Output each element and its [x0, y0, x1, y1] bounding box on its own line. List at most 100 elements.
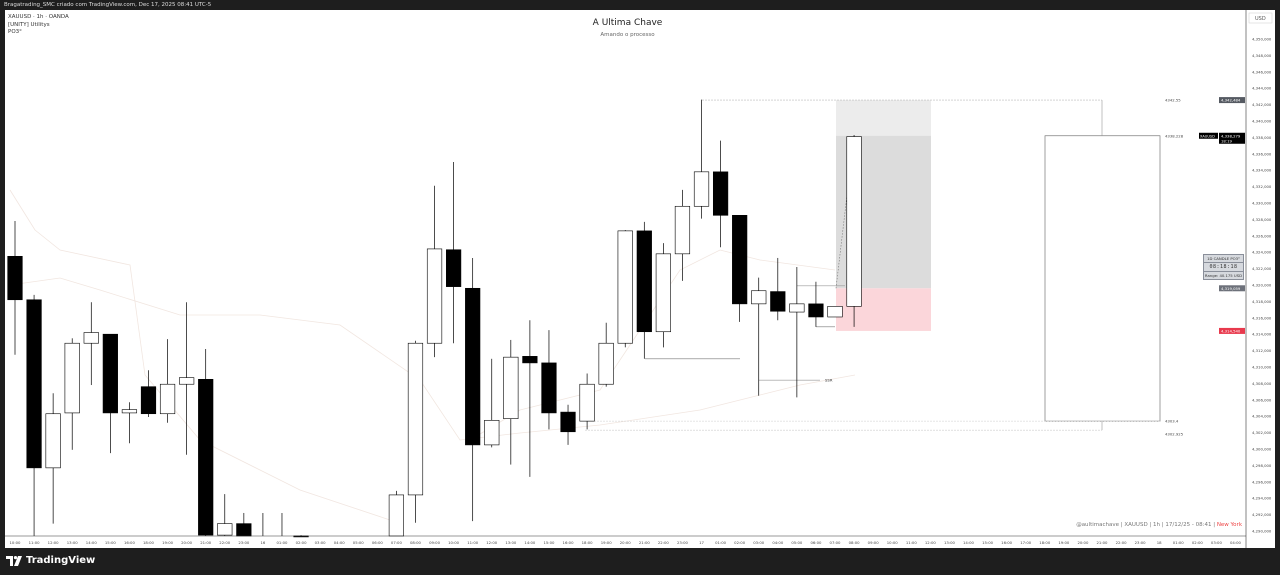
candle-bullish [159, 383, 176, 415]
price-tick-label: 4,296,000 [1252, 479, 1272, 484]
candle-bearish [140, 386, 157, 415]
watermark: @aultimachave | XAUUSD | 1h | 17/12/25 -… [1076, 522, 1242, 528]
price-tick-label: 4,344,000 [1252, 86, 1272, 91]
price-tick-label: 4,324,000 [1252, 250, 1272, 255]
candle-bullish [751, 290, 767, 305]
symbol-tag [1199, 132, 1218, 139]
candle-bullish [121, 409, 138, 414]
price-tick-label: 4,298,000 [1252, 463, 1272, 468]
infobox-countdown: 08:18:18 [1204, 263, 1243, 272]
brand-name: TradingView [26, 555, 96, 566]
time-tick-label: 10:00 [10, 540, 22, 545]
price-tick-label: 4,350,000 [1252, 37, 1272, 42]
candle-bullish [484, 419, 500, 446]
time-tick-label: 23:00 [677, 540, 689, 545]
candle-bearish [541, 362, 557, 414]
sweep-label: SSR [825, 378, 833, 383]
price-tag [1219, 327, 1245, 334]
chart-subtitle: Amando o processo [600, 32, 655, 38]
time-tick-label: 04:00 [1230, 540, 1242, 545]
candle-bullish [217, 523, 233, 536]
level-label: 4338.228 [1165, 133, 1184, 138]
time-tick-label: 22:00 [219, 540, 231, 545]
currency-label: USD [1255, 16, 1266, 22]
symbol-legend[interactable]: XAUUSD · 1h · OANDA [8, 14, 69, 20]
time-tick-label: 11:00 [29, 540, 41, 545]
price-tick-label: 4,322,000 [1252, 266, 1272, 271]
time-tick-label: 10:00 [887, 540, 899, 545]
time-tick-label: 02:00 [734, 540, 746, 545]
time-tick-label: 08:00 [410, 540, 422, 545]
time-tick-label: 18:00 [143, 540, 155, 545]
candle-bullish [655, 253, 671, 333]
indicator-legend-po3[interactable]: PO3° [8, 29, 22, 35]
price-tick-label: 4,302,000 [1252, 430, 1272, 435]
ema-line-3 [469, 249, 836, 441]
time-tick-label: 12:00 [925, 540, 937, 545]
indicator-legend-utilitys[interactable]: [UNITY] Utilitys [8, 21, 50, 28]
time-tick-label: 20:00 [1077, 540, 1089, 545]
time-tick-label: 04:00 [772, 540, 784, 545]
time-tick-label: 01:00 [1173, 540, 1185, 545]
price-tick-label: 4,300,000 [1252, 447, 1272, 452]
time-tick-label: 05:00 [791, 540, 803, 545]
candle-bullish [598, 342, 614, 385]
candle-bearish [770, 291, 786, 312]
price-tick-label: 4,316,000 [1252, 315, 1272, 320]
time-tick-label: 14:00 [86, 540, 98, 545]
time-tick-label: 09:00 [868, 540, 880, 545]
time-tick-label: 02:00 [1192, 540, 1204, 545]
watermark-handle: @aultimachave [1076, 522, 1120, 528]
time-tick-label: 04:00 [334, 540, 346, 545]
ema-lines [9, 189, 856, 521]
current-price-tag [1219, 132, 1245, 144]
time-tick-label: 19:00 [601, 540, 613, 545]
candle-bearish [26, 299, 42, 469]
candle-bullish [83, 332, 99, 344]
tradingview-logo[interactable]: TradingView [6, 555, 95, 566]
time-tick-label: 06:00 [372, 540, 384, 545]
price-tick-label: 4,326,000 [1252, 233, 1272, 238]
price-tick-label: 4,294,000 [1252, 496, 1272, 501]
price-tick-label: 4,318,000 [1252, 299, 1272, 304]
price-tick-label: 4,310,000 [1252, 365, 1272, 370]
time-tick-label: 05:00 [353, 540, 365, 545]
countdown-label: 18:19 [1221, 138, 1233, 143]
time-tick-label: 11:00 [906, 540, 918, 545]
watermark-symbol: XAUUSD [1124, 522, 1148, 528]
candle-bullish [503, 356, 519, 419]
footer-bar [0, 548, 1280, 575]
price-tick-label: 4,340,000 [1252, 119, 1272, 124]
time-tick-label: 06:00 [810, 540, 822, 545]
candle-bearish [560, 411, 576, 433]
candle-bullish [674, 205, 691, 255]
currency-button [1248, 12, 1273, 24]
time-tick-label: 16 [260, 540, 265, 545]
time-tick-label: 23:00 [238, 540, 250, 545]
candle-bearish [236, 523, 252, 537]
time-tick-label: 19:00 [162, 540, 174, 545]
ema-line-1 [9, 189, 391, 521]
tradingview-logo-icon [6, 555, 22, 566]
price-tag [1219, 285, 1245, 292]
time-tick-label: 14:00 [963, 540, 975, 545]
time-tick-label: 16:00 [1001, 540, 1013, 545]
level-label: 4342.55 [1165, 98, 1181, 103]
time-tick-label: 21:00 [200, 540, 212, 545]
time-tick-label: 23:00 [1135, 540, 1147, 545]
chart-title: A Ultima Chave [592, 18, 663, 28]
time-tick-label: 19:00 [1058, 540, 1070, 545]
level-label: 4302.925 [1165, 432, 1184, 437]
watermark-datetime: 17/12/25 - 08:41 [1165, 522, 1212, 528]
price-tag-label: 4,314,540 [1221, 328, 1241, 333]
price-tick-label: 4,320,000 [1252, 283, 1272, 288]
price-tick-label: 4,338,000 [1252, 135, 1272, 140]
chart-legend: XAUUSD · 1h · OANDA [UNITY] Utilitys PO3… [8, 14, 69, 37]
premium-zone [836, 100, 931, 136]
candle-bearish [446, 249, 462, 287]
candle-bullish [388, 494, 405, 537]
time-tick-label: 18:00 [1039, 540, 1051, 545]
time-tick-label: 12:00 [48, 540, 60, 545]
